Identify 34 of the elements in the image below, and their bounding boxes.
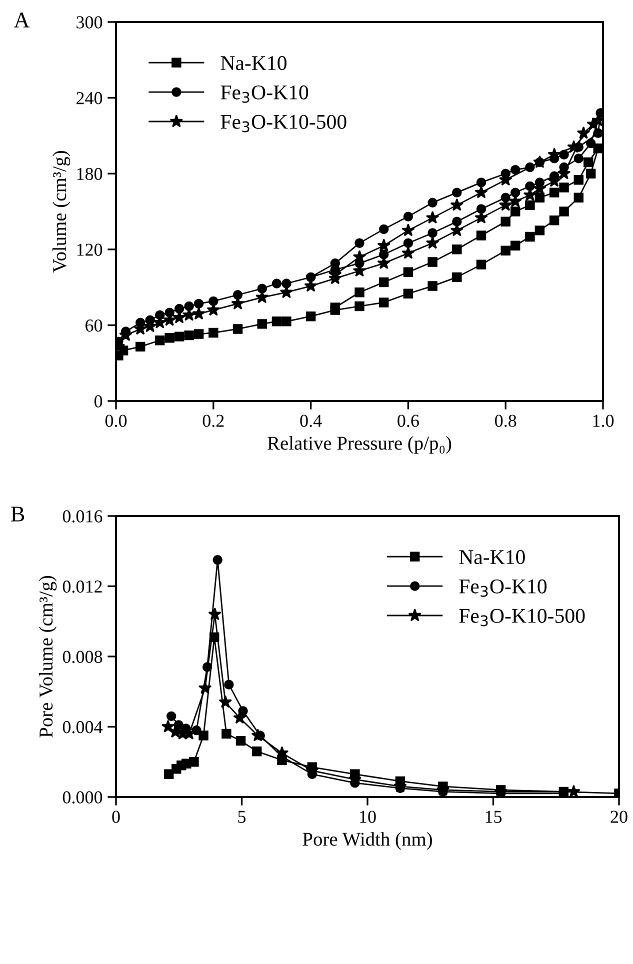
x-tick-label: 10 [360, 810, 376, 823]
x-tick-label: 5 [238, 810, 246, 823]
legend-label: Fe$_{3}$O-K10-500 [459, 608, 585, 626]
chart-title: B [11, 506, 24, 522]
y-tick-label: 0.008 [62, 650, 102, 664]
legend-label: Fe$_{3}$O-K10 [220, 85, 308, 103]
x-tick-label: 0.0 [105, 414, 127, 427]
x-tick-label: 0 [112, 810, 120, 823]
y-tick-label: 240 [76, 92, 102, 104]
chart-title: A [14, 12, 30, 28]
x-tick-label: 0.8 [495, 414, 516, 427]
y-tick-label: 120 [77, 244, 102, 256]
y-tick-label: 0.004 [62, 721, 103, 734]
x-tick-label: 0.6 [398, 414, 419, 427]
y-tick-label: 300 [76, 16, 102, 28]
y-tick-label: 180 [77, 168, 102, 180]
legend-label: Fe$_{3}$O-K10 [459, 579, 547, 597]
y-tick-label: 0.012 [62, 580, 102, 593]
y-tick-label: 0 [94, 395, 102, 408]
legend-label: Na-K10 [459, 550, 525, 564]
x-tick-label: 1.0 [593, 414, 614, 427]
y-axis-title: Volume (cm³/g) [52, 151, 70, 273]
y-tick-label: 0.000 [62, 791, 102, 804]
y-tick-label: 0.016 [62, 510, 102, 523]
legend-label: Fe$_{3}$O-K10-500 [220, 114, 346, 132]
x-tick-label: 15 [486, 810, 502, 823]
x-tick-label: 0.2 [202, 414, 224, 427]
x-tick-label: 20 [610, 810, 628, 823]
x-tick-label: 0.4 [300, 414, 322, 427]
y-axis-title: Pore Volume (cm³/g) [38, 576, 57, 738]
x-axis-title: Relative Pressure (p/p₀) [268, 436, 452, 454]
y-tick-label: 60 [86, 319, 102, 332]
legend-label: Na-K10 [220, 56, 286, 70]
x-axis-title: Pore Width (nm) [302, 832, 432, 850]
